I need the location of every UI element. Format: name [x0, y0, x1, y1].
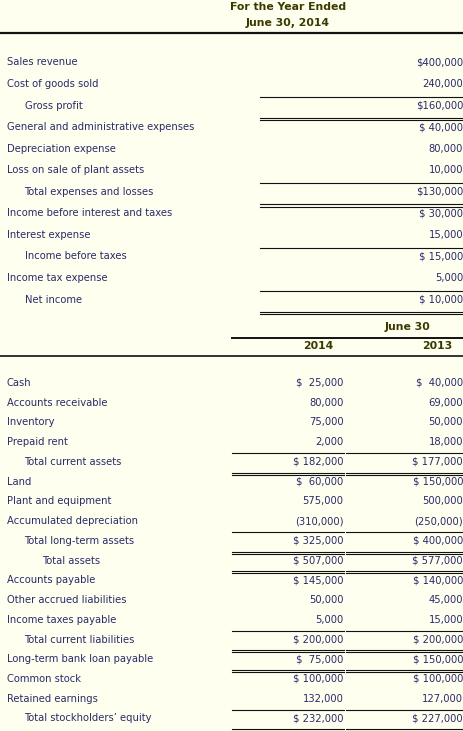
Text: $ 100,000: $ 100,000 — [412, 674, 462, 684]
Text: (250,000): (250,000) — [413, 516, 462, 526]
Text: $ 177,000: $ 177,000 — [412, 457, 462, 467]
Text: 75,000: 75,000 — [308, 417, 343, 428]
Text: $160,000: $160,000 — [415, 100, 462, 110]
Text: Total assets: Total assets — [42, 556, 100, 566]
Text: Sales revenue: Sales revenue — [7, 58, 77, 67]
Text: 575,000: 575,000 — [302, 496, 343, 507]
Text: Accumulated depreciation: Accumulated depreciation — [7, 516, 138, 526]
Text: $130,000: $130,000 — [415, 186, 462, 197]
Text: Plant and equipment: Plant and equipment — [7, 496, 111, 507]
Text: $ 227,000: $ 227,000 — [412, 713, 462, 724]
Text: Net income: Net income — [25, 295, 81, 305]
Text: 50,000: 50,000 — [428, 417, 462, 428]
Text: 5,000: 5,000 — [434, 273, 462, 283]
Text: Depreciation expense: Depreciation expense — [7, 143, 116, 154]
Text: 69,000: 69,000 — [427, 398, 462, 408]
Text: 240,000: 240,000 — [421, 79, 462, 89]
Text: Cost of goods sold: Cost of goods sold — [7, 79, 98, 89]
Text: 500,000: 500,000 — [421, 496, 462, 507]
Text: $ 100,000: $ 100,000 — [292, 674, 343, 684]
Text: 15,000: 15,000 — [427, 615, 462, 625]
Text: $ 30,000: $ 30,000 — [418, 208, 462, 219]
Text: Total current assets: Total current assets — [25, 457, 122, 467]
Text: $ 200,000: $ 200,000 — [292, 635, 343, 645]
Text: $ 182,000: $ 182,000 — [292, 457, 343, 467]
Text: $ 577,000: $ 577,000 — [412, 556, 462, 566]
Text: $  25,000: $ 25,000 — [295, 378, 343, 388]
Text: 50,000: 50,000 — [308, 595, 343, 605]
Text: $ 140,000: $ 140,000 — [412, 575, 462, 586]
Text: $ 507,000: $ 507,000 — [292, 556, 343, 566]
Text: Cash: Cash — [7, 378, 31, 388]
Text: Land: Land — [7, 477, 31, 487]
Text: Interest expense: Interest expense — [7, 230, 90, 240]
Text: Income taxes payable: Income taxes payable — [7, 615, 116, 625]
Text: $ 400,000: $ 400,000 — [412, 536, 462, 546]
Text: 80,000: 80,000 — [308, 398, 343, 408]
Text: Prepaid rent: Prepaid rent — [7, 437, 68, 447]
Text: 2,000: 2,000 — [314, 437, 343, 447]
Text: 2013: 2013 — [421, 341, 452, 352]
Text: 2014: 2014 — [302, 341, 332, 352]
Text: $  60,000: $ 60,000 — [295, 477, 343, 487]
Text: $ 145,000: $ 145,000 — [292, 575, 343, 586]
Text: 127,000: 127,000 — [421, 694, 462, 704]
Text: 15,000: 15,000 — [427, 230, 462, 240]
Text: $400,000: $400,000 — [415, 58, 462, 67]
Text: Total expenses and losses: Total expenses and losses — [25, 186, 154, 197]
Text: Income tax expense: Income tax expense — [7, 273, 107, 283]
Text: 80,000: 80,000 — [428, 143, 462, 154]
Text: Common stock: Common stock — [7, 674, 81, 684]
Text: June 30, 2014: June 30, 2014 — [245, 18, 329, 29]
Text: 132,000: 132,000 — [302, 694, 343, 704]
Text: Inventory: Inventory — [7, 417, 54, 428]
Text: Long-term bank loan payable: Long-term bank loan payable — [7, 654, 153, 664]
Text: Gross profit: Gross profit — [25, 100, 82, 110]
Text: Total current liabilities: Total current liabilities — [25, 635, 135, 645]
Text: $ 232,000: $ 232,000 — [292, 713, 343, 724]
Text: $ 10,000: $ 10,000 — [418, 295, 462, 305]
Text: For the Year Ended: For the Year Ended — [229, 2, 345, 12]
Text: 10,000: 10,000 — [428, 165, 462, 175]
Text: Retained earnings: Retained earnings — [7, 694, 98, 704]
Text: $ 200,000: $ 200,000 — [412, 635, 462, 645]
Text: Income before taxes: Income before taxes — [25, 251, 126, 262]
Text: $ 15,000: $ 15,000 — [418, 251, 462, 262]
Text: Accounts receivable: Accounts receivable — [7, 398, 107, 408]
Text: General and administrative expenses: General and administrative expenses — [7, 122, 194, 132]
Text: $ 150,000: $ 150,000 — [412, 477, 462, 487]
Text: Accounts payable: Accounts payable — [7, 575, 95, 586]
Text: June 30: June 30 — [384, 322, 430, 333]
Text: (310,000): (310,000) — [294, 516, 343, 526]
Text: Total long-term assets: Total long-term assets — [25, 536, 134, 546]
Text: $ 150,000: $ 150,000 — [412, 654, 462, 664]
Text: $ 325,000: $ 325,000 — [292, 536, 343, 546]
Text: Loss on sale of plant assets: Loss on sale of plant assets — [7, 165, 144, 175]
Text: 5,000: 5,000 — [314, 615, 343, 625]
Text: Income before interest and taxes: Income before interest and taxes — [7, 208, 172, 219]
Text: Other accrued liabilities: Other accrued liabilities — [7, 595, 126, 605]
Text: Total stockholders’ equity: Total stockholders’ equity — [25, 713, 152, 724]
Text: $  75,000: $ 75,000 — [295, 654, 343, 664]
Text: 45,000: 45,000 — [428, 595, 462, 605]
Text: $  40,000: $ 40,000 — [415, 378, 462, 388]
Text: 18,000: 18,000 — [428, 437, 462, 447]
Text: $ 40,000: $ 40,000 — [418, 122, 462, 132]
